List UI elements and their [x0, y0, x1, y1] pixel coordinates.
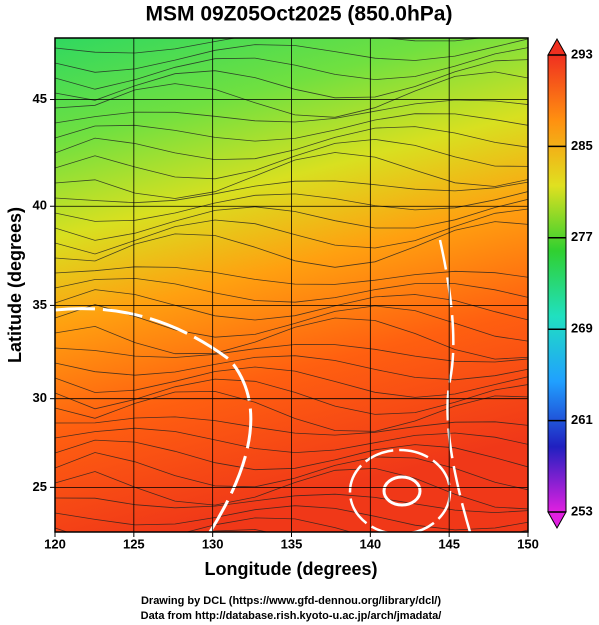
y-tick-label: 45 — [33, 91, 47, 106]
streamline — [55, 344, 528, 363]
streamline — [55, 38, 484, 54]
streamline — [55, 277, 528, 303]
streamline — [55, 505, 528, 531]
colorbar-extend — [547, 511, 567, 530]
streamline — [55, 390, 528, 432]
streamline — [55, 208, 528, 255]
streamline — [55, 38, 528, 73]
streamline — [55, 191, 528, 222]
streamlines — [55, 38, 528, 532]
contour-line — [438, 239, 472, 532]
footer-line: Data from http://database.rish.kyoto-u.a… — [141, 610, 442, 622]
x-tick-label: 150 — [517, 536, 539, 551]
streamline — [55, 266, 528, 285]
colorbar-tick-label: 253 — [571, 503, 593, 518]
y-tick-label: 40 — [33, 198, 47, 213]
streamline — [55, 366, 528, 398]
y-tick-label: 30 — [33, 390, 47, 405]
x-tick-label: 140 — [359, 536, 381, 551]
streamline — [55, 289, 528, 321]
chart-title: MSM 09Z05Oct2025 (850.0hPa) — [146, 3, 453, 26]
streamline — [55, 304, 528, 342]
colorbar — [547, 54, 567, 513]
x-tick-label: 125 — [123, 536, 145, 551]
streamline — [55, 138, 528, 180]
contour-line — [382, 475, 422, 507]
streamline — [55, 317, 528, 360]
x-tick-label: 135 — [281, 536, 303, 551]
x-axis-label: Longitude (degrees) — [204, 559, 377, 579]
streamline — [55, 221, 528, 268]
contour-line — [55, 307, 253, 532]
streamline — [55, 126, 528, 161]
streamline — [55, 517, 528, 532]
y-tick-label: 35 — [33, 297, 47, 312]
streamline — [55, 439, 528, 471]
streamline — [55, 198, 528, 241]
colorbar-tick-label: 269 — [571, 321, 593, 336]
y-tick-label: 25 — [33, 479, 47, 494]
streamline — [55, 180, 528, 204]
y-axis-label: Latitude (degrees) — [5, 207, 25, 363]
x-tick-label: 130 — [202, 536, 224, 551]
streamline — [55, 47, 528, 90]
colorbar-tick-label: 285 — [571, 138, 593, 153]
footer-line: Drawing by DCL (https://www.gfd-dennou.o… — [141, 595, 441, 607]
streamline — [55, 493, 528, 514]
streamline — [55, 355, 528, 381]
streamline — [55, 59, 528, 101]
colorbar-tick-label: 293 — [571, 46, 593, 61]
colorbar-tick-label: 261 — [571, 412, 593, 427]
contour-line — [348, 448, 452, 532]
streamline — [55, 113, 528, 142]
streamline — [55, 71, 528, 118]
colorbar-extend — [547, 37, 567, 56]
streamline — [55, 416, 528, 436]
x-tick-label: 145 — [438, 536, 460, 551]
colorbar-tick-label: 277 — [571, 229, 593, 244]
streamline — [55, 152, 528, 199]
streamline — [55, 427, 528, 454]
streamline — [55, 99, 528, 124]
x-tick-label: 120 — [44, 536, 66, 551]
streamline — [55, 378, 528, 415]
